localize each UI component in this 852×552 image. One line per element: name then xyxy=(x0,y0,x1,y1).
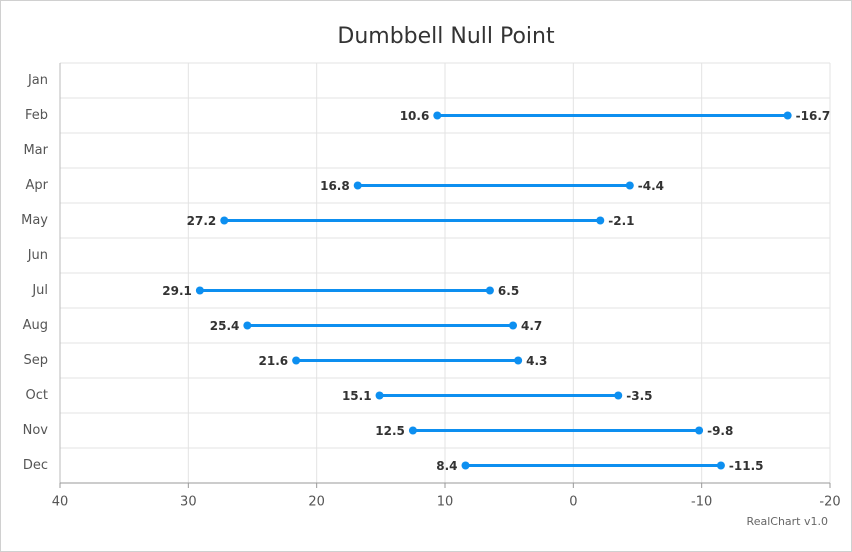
value-label: -16.7 xyxy=(796,109,831,123)
value-label: 29.1 xyxy=(162,284,192,298)
y-tick-label: Jun xyxy=(27,248,48,263)
value-label: -4.4 xyxy=(638,179,664,193)
dot xyxy=(292,356,301,365)
value-label: 21.6 xyxy=(259,354,289,368)
dot xyxy=(433,111,442,120)
dot xyxy=(485,286,494,295)
y-tick-label: Oct xyxy=(26,388,48,403)
y-tick-label: Sep xyxy=(23,353,48,368)
x-tick-label: -10 xyxy=(691,495,712,510)
credit: RealChart v1.0 xyxy=(747,515,828,528)
dot xyxy=(625,181,634,190)
dot xyxy=(716,461,725,470)
y-tick-label: Apr xyxy=(26,178,49,193)
x-tick-label: 20 xyxy=(308,495,325,510)
value-label: 15.1 xyxy=(342,389,372,403)
x-tick-label: 30 xyxy=(180,495,197,510)
x-tick-label: 10 xyxy=(437,495,454,510)
value-label: 10.6 xyxy=(400,109,430,123)
dot xyxy=(783,111,792,120)
dot xyxy=(220,216,229,225)
y-tick-label: May xyxy=(21,213,48,228)
y-tick-label: Dec xyxy=(23,458,48,473)
dot xyxy=(695,426,704,435)
dot xyxy=(408,426,417,435)
value-label: -9.8 xyxy=(707,424,733,438)
x-tick-label: 0 xyxy=(569,495,577,510)
y-tick-label: Nov xyxy=(23,423,49,438)
y-tick-label: Jul xyxy=(31,283,48,298)
y-tick-label: Jan xyxy=(27,73,48,88)
dot xyxy=(614,391,623,400)
dot xyxy=(353,181,362,190)
value-label: 12.5 xyxy=(375,424,405,438)
dot xyxy=(375,391,384,400)
value-label: 16.8 xyxy=(320,179,350,193)
value-label: 25.4 xyxy=(210,319,240,333)
value-label: 27.2 xyxy=(187,214,217,228)
value-label: 8.4 xyxy=(436,459,457,473)
y-tick-label: Aug xyxy=(23,318,48,333)
dot xyxy=(514,356,523,365)
value-label: 6.5 xyxy=(498,284,519,298)
chart-title: Dumbbell Null Point xyxy=(337,24,555,49)
value-label: -2.1 xyxy=(608,214,634,228)
x-tick-label: 40 xyxy=(52,495,69,510)
dot xyxy=(596,216,605,225)
y-tick-label: Feb xyxy=(25,108,48,123)
dot xyxy=(509,321,518,330)
value-label: 4.7 xyxy=(521,319,542,333)
y-tick-label: Mar xyxy=(23,143,48,158)
value-label: 4.3 xyxy=(526,354,547,368)
dot xyxy=(461,461,470,470)
dot xyxy=(195,286,204,295)
dot xyxy=(243,321,252,330)
x-tick-label: -20 xyxy=(819,495,840,510)
value-label: -11.5 xyxy=(729,459,764,473)
value-label: -3.5 xyxy=(626,389,652,403)
